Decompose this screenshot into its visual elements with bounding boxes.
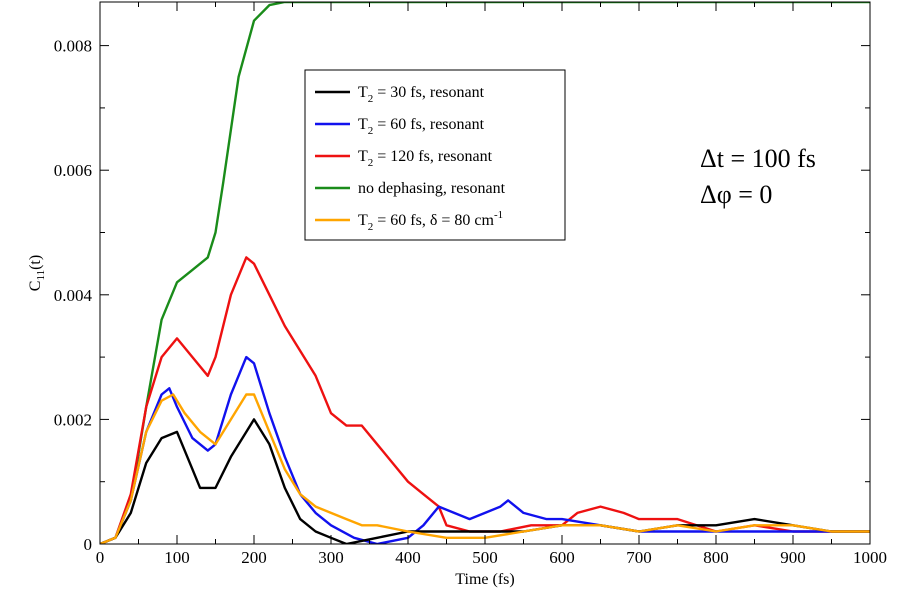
x-tick-label: 900 xyxy=(780,548,806,567)
legend-entry: no dephasing, resonant xyxy=(358,180,506,197)
x-tick-label: 700 xyxy=(626,548,652,567)
y-axis-title-sub: 11 xyxy=(35,270,47,281)
x-tick-label: 400 xyxy=(395,548,421,567)
legend-entry: T2 = 30 fs, resonant xyxy=(358,84,485,105)
x-tick-label: 600 xyxy=(549,548,575,567)
y-axis-title: C11(t) xyxy=(27,255,47,291)
axes xyxy=(99,1,871,545)
y-tick-label: 0.006 xyxy=(54,161,92,180)
y-tick-label: 0.002 xyxy=(54,410,92,429)
series-line-4 xyxy=(100,393,870,544)
series-line-2 xyxy=(100,355,870,544)
axis-titles: Time (fs) C11(t) xyxy=(27,255,515,588)
x-tick-label: 500 xyxy=(472,548,498,567)
x-tick-label: 200 xyxy=(241,548,267,567)
series-line-1 xyxy=(100,256,870,544)
annotation-delta-t: Δt = 100 fs xyxy=(700,144,816,173)
x-tick-label: 0 xyxy=(96,548,105,567)
x-tick-label: 100 xyxy=(164,548,190,567)
legend-entry: T2 = 60 fs, δ = 80 cm-1 xyxy=(358,209,503,233)
annotations: Δt = 100 fs Δφ = 0 xyxy=(700,144,816,209)
x-tick-label: 1000 xyxy=(853,548,887,567)
legend-entry: T2 = 60 fs, resonant xyxy=(358,116,485,137)
x-tick-label: 300 xyxy=(318,548,344,567)
series-layer xyxy=(100,2,870,544)
annotation-delta-phi: Δφ = 0 xyxy=(700,180,772,209)
y-tick-label: 0 xyxy=(84,535,93,554)
y-axis-title-main: C xyxy=(27,281,44,292)
y-tick-label: 0.008 xyxy=(54,37,92,56)
legend-entry: T2 = 120 fs, resonant xyxy=(358,148,493,169)
legend: T2 = 30 fs, resonant T2 = 60 fs, resonant… xyxy=(304,69,566,241)
y-axis-title-suffix: (t) xyxy=(27,255,44,270)
x-axis-title: Time (fs) xyxy=(455,571,514,588)
series-line-0 xyxy=(100,2,870,544)
y-tick-label: 0.004 xyxy=(54,286,93,305)
x-tick-label: 800 xyxy=(703,548,729,567)
tick-labels: 0 100 200 300 400 500 600 700 800 900 1000 0 0.002 0.… xyxy=(54,37,887,567)
